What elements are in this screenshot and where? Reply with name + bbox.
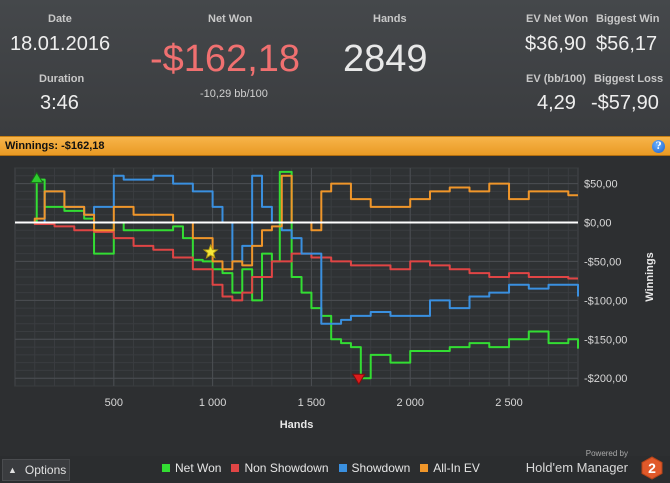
legend-item-non-showdown[interactable]: Non Showdown — [231, 461, 329, 475]
powered-by-text: Powered by — [585, 449, 628, 458]
winnings-bar: Winnings: -$162,18 ? — [0, 136, 670, 156]
legend-swatch — [338, 464, 347, 472]
legend-item-all-in-ev[interactable]: All-In EV — [420, 461, 480, 475]
x-axis-label: Hands — [280, 419, 314, 431]
y-axis-label: Winnings — [644, 252, 656, 301]
legend-label: Net Won — [175, 461, 222, 475]
y-tick-label: $50,00 — [584, 179, 618, 191]
ev-net-won-label: EV Net Won — [526, 13, 589, 25]
biggest-loss-marker — [351, 373, 366, 386]
series-line-all-in-ev — [15, 174, 578, 271]
legend-label: Showdown — [351, 461, 411, 475]
net-won-value: -$162,18 — [150, 38, 301, 80]
legend-swatch — [231, 464, 240, 472]
biggest-win-label: Biggest Win — [596, 13, 660, 25]
y-tick-label: -$50,00 — [584, 256, 621, 268]
winnings-graph[interactable]: $50,00 $0,00 -$50,00 -$100,00 -$150,00 -$200,… — [0, 156, 670, 456]
allin-star-marker — [202, 243, 219, 259]
legend-swatch — [420, 464, 429, 472]
session-stats-panel: Date 18.01.2016 Duration 3:46 Net Won -$… — [0, 0, 670, 136]
y-tick-label: $0,00 — [584, 218, 612, 230]
date-label: Date — [48, 13, 72, 25]
duration-value: 3:46 — [40, 92, 79, 114]
chart-legend: Net Won Non Showdown Showdown All-In EV — [162, 461, 480, 475]
legend-label: Non Showdown — [244, 461, 329, 475]
ev-net-won-value: $36,90 — [525, 33, 587, 55]
duration-label: Duration — [39, 73, 85, 85]
x-tick-label: 2 000 — [396, 397, 424, 409]
legend-item-net-won[interactable]: Net Won — [162, 461, 221, 475]
x-tick-label: 1 000 — [199, 397, 227, 409]
hands-label: Hands — [373, 13, 407, 25]
chevron-up-icon: ▲ — [8, 465, 17, 475]
svg-text:2: 2 — [648, 460, 656, 476]
x-tick-label: 500 — [105, 397, 123, 409]
x-tick-label: 2 500 — [495, 397, 523, 409]
legend-label: All-In EV — [433, 461, 480, 475]
graph-footer: ▲ Options Net Won Non Showdown Showdown All… — [0, 449, 670, 483]
biggest-loss-label: Biggest Loss — [594, 73, 664, 85]
x-tick-label: 1 500 — [298, 397, 326, 409]
y-tick-label: -$100,00 — [584, 295, 627, 307]
biggest-win-marker — [29, 171, 44, 184]
series-line-non-showdown — [15, 221, 578, 302]
y-tick-label: -$150,00 — [584, 334, 627, 346]
winnings-chart-svg[interactable]: $50,00 $0,00 -$50,00 -$100,00 -$150,00 -$200,… — [0, 156, 670, 456]
options-label: Options — [24, 463, 67, 477]
holdem-manager-logo-icon: 2 — [641, 456, 663, 480]
winnings-summary: Winnings: -$162,18 — [5, 140, 105, 152]
ev-bb100-value: 4,29 — [537, 92, 576, 114]
brand-name: Hold'em Manager — [525, 460, 628, 475]
options-button[interactable]: ▲ Options — [2, 459, 70, 481]
legend-swatch — [162, 464, 170, 472]
date-value: 18.01.2016 — [10, 33, 111, 55]
y-tick-label: -$200,00 — [584, 373, 627, 385]
net-won-label: Net Won — [208, 13, 253, 25]
legend-item-showdown[interactable]: Showdown — [338, 461, 411, 475]
ev-bb100-label: EV (bb/100) — [526, 73, 586, 85]
help-icon[interactable]: ? — [652, 140, 665, 153]
biggest-win-value: $56,17 — [596, 33, 658, 55]
biggest-loss-value: -$57,90 — [591, 92, 659, 114]
net-won-bb100: -10,29 bb/100 — [200, 88, 268, 100]
hands-value: 2849 — [343, 38, 428, 80]
